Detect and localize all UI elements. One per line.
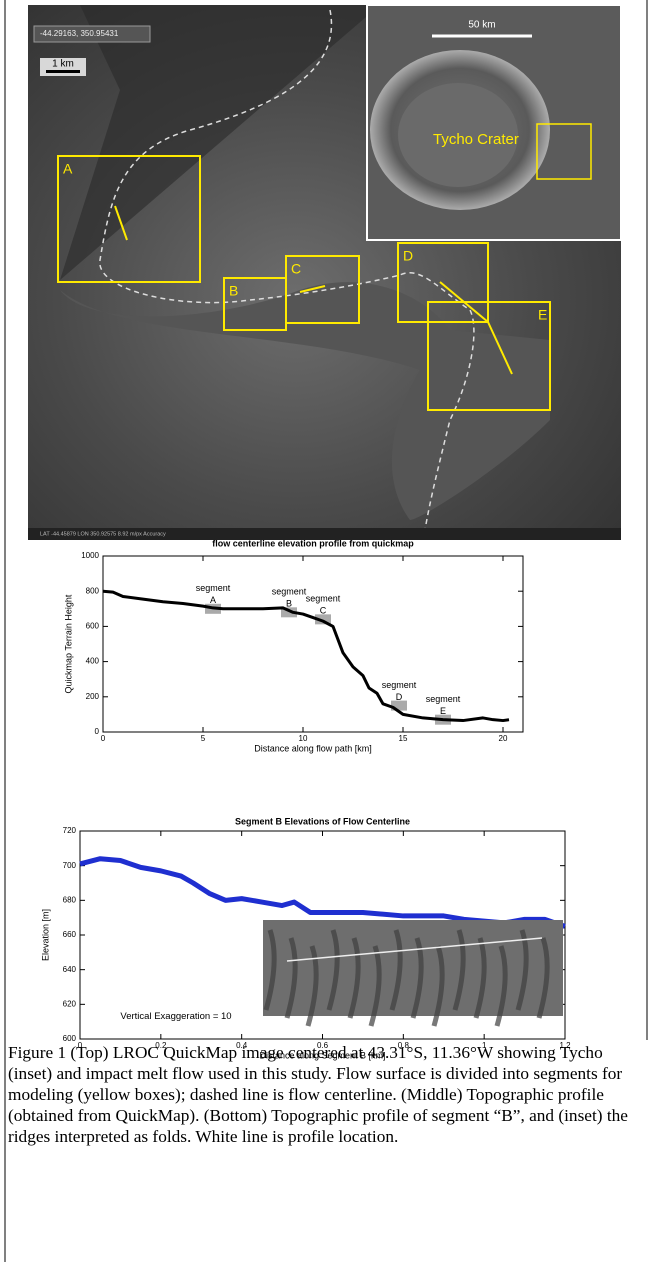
y-tick-label: 400 [86,657,100,666]
annotation: E [440,706,446,716]
y-tick-label: 660 [63,930,77,939]
y-tick-label: 720 [63,826,77,835]
y-axis-label: Elevation [m] [40,909,50,961]
annotation: segment [426,694,461,704]
annotation: B [286,599,292,609]
map: -44.29163, 350.95431 1 km A B C D E 50 km Ty… [28,5,621,540]
inset-label: Tycho Crater [433,131,519,148]
chart-title: flow centerline elevation profile from q… [212,538,414,548]
x-tick-label: 5 [201,734,206,743]
y-tick-label: 680 [63,895,77,904]
y-tick-label: 1000 [81,551,99,560]
y-tick-label: 200 [86,692,100,701]
annotation: segment [196,583,231,593]
annotation: segment [272,587,307,597]
annotation: C [320,606,327,616]
coordinates: -44.29163, 350.95431 [40,29,119,38]
x-tick-label: 0 [101,734,106,743]
y-tick-label: 620 [63,999,77,1008]
page: -44.29163, 350.95431 1 km A B C D E 50 km Ty… [0,0,651,1262]
x-tick-label: 20 [499,734,508,743]
plot-frame [103,556,523,732]
segment-box-label: C [291,261,301,277]
y-tick-label: 640 [63,965,77,974]
x-axis-label: Distance along flow path [km] [254,743,372,753]
chart-title: Segment B Elevations of Flow Centerline [235,816,410,826]
y-tick-label: 700 [63,861,77,870]
x-tick-label: 15 [399,734,408,743]
scale-label: 1 km [52,59,74,70]
annotation: A [210,595,216,605]
annotation: D [396,692,403,702]
caption: Figure 1 (Top) LROC QuickMap image cente… [8,1042,644,1147]
inset-scale-label: 50 km [468,20,495,31]
ridge-inset [263,920,563,1026]
y-tick-label: 0 [95,727,100,736]
y-axis-label: Quickmap Terrain Height [63,594,73,693]
scale-bar [46,70,80,73]
y-tick-label: 600 [86,622,100,631]
annotation: segment [382,680,417,690]
segment-box-label: D [403,248,413,264]
y-tick-label: 800 [86,586,100,595]
status-text: LAT -44.45879 LON 350.92575 8.92 m/px Ac… [40,531,166,537]
segment-box-label: A [63,161,73,177]
segment-box-label: B [229,283,238,299]
annotation: segment [306,594,341,604]
x-tick-label: 10 [299,734,308,743]
data-line [80,859,565,927]
segment-box-label: E [538,307,547,323]
annotation: Vertical Exaggeration = 10 [120,1011,231,1022]
